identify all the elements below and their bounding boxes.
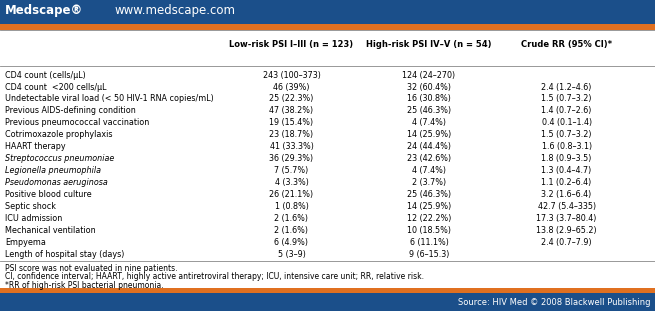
- Text: 4 (7.4%): 4 (7.4%): [412, 118, 446, 128]
- Text: Length of hospital stay (days): Length of hospital stay (days): [5, 250, 124, 259]
- Text: Previous AIDS-defining condition: Previous AIDS-defining condition: [5, 106, 136, 115]
- Text: 32 (60.4%): 32 (60.4%): [407, 82, 451, 91]
- Text: 41 (33.3%): 41 (33.3%): [270, 142, 313, 151]
- Text: 2.4 (0.7–7.9): 2.4 (0.7–7.9): [541, 238, 592, 247]
- Text: High-risk PSI IV–V (n = 54): High-risk PSI IV–V (n = 54): [366, 40, 492, 49]
- Text: Septic shock: Septic shock: [5, 202, 56, 211]
- Text: 25 (46.3%): 25 (46.3%): [407, 106, 451, 115]
- Text: 25 (22.3%): 25 (22.3%): [269, 95, 314, 104]
- Text: 1.3 (0.4–4.7): 1.3 (0.4–4.7): [542, 166, 591, 175]
- Text: 9 (6–15.3): 9 (6–15.3): [409, 250, 449, 259]
- Text: ICU admission: ICU admission: [5, 214, 62, 223]
- Text: 7 (5.7%): 7 (5.7%): [274, 166, 309, 175]
- Text: *RR of high-risk PSI bacterial pneumonia.: *RR of high-risk PSI bacterial pneumonia…: [5, 281, 164, 290]
- Bar: [0, 288, 655, 293]
- Text: 42.7 (5.4–335): 42.7 (5.4–335): [538, 202, 595, 211]
- Text: Pseudomonas aeruginosa: Pseudomonas aeruginosa: [5, 178, 108, 187]
- Text: 4 (3.3%): 4 (3.3%): [274, 178, 309, 187]
- Text: Crude RR (95% CI)*: Crude RR (95% CI)*: [521, 40, 612, 49]
- Text: 6 (4.9%): 6 (4.9%): [274, 238, 309, 247]
- Text: 3.2 (1.6–6.4): 3.2 (1.6–6.4): [542, 190, 591, 199]
- Text: Source: HIV Med © 2008 Blackwell Publishing: Source: HIV Med © 2008 Blackwell Publish…: [458, 298, 650, 307]
- Text: 14 (25.9%): 14 (25.9%): [407, 130, 451, 139]
- Text: 13.8 (2.9–65.2): 13.8 (2.9–65.2): [536, 226, 597, 235]
- Text: 5 (3–9): 5 (3–9): [278, 250, 305, 259]
- Text: HAART therapy: HAART therapy: [5, 142, 66, 151]
- Text: Undetectable viral load (< 50 HIV-1 RNA copies/mL): Undetectable viral load (< 50 HIV-1 RNA …: [5, 95, 214, 104]
- Text: 2.4 (1.2–4.6): 2.4 (1.2–4.6): [542, 82, 591, 91]
- Text: Low-risk PSI I–III (n = 123): Low-risk PSI I–III (n = 123): [229, 40, 354, 49]
- Text: 6 (11.1%): 6 (11.1%): [409, 238, 449, 247]
- Text: www.medscape.com: www.medscape.com: [115, 4, 236, 17]
- Text: 1.4 (0.7–2.6): 1.4 (0.7–2.6): [542, 106, 591, 115]
- Text: 1.5 (0.7–3.2): 1.5 (0.7–3.2): [541, 95, 592, 104]
- Text: Cotrimoxazole prophylaxis: Cotrimoxazole prophylaxis: [5, 130, 113, 139]
- Text: CI, confidence interval; HAART, highly active antiretroviral therapy; ICU, inten: CI, confidence interval; HAART, highly a…: [5, 272, 424, 281]
- Text: 47 (38.2%): 47 (38.2%): [269, 106, 314, 115]
- Bar: [0, 0, 655, 30]
- Text: 26 (21.1%): 26 (21.1%): [269, 190, 314, 199]
- Text: Empyema: Empyema: [5, 238, 46, 247]
- Text: 46 (39%): 46 (39%): [273, 82, 310, 91]
- Text: 2 (3.7%): 2 (3.7%): [412, 178, 446, 187]
- Text: 4 (7.4%): 4 (7.4%): [412, 166, 446, 175]
- Text: Mechanical ventilation: Mechanical ventilation: [5, 226, 96, 235]
- Bar: [0, 288, 655, 311]
- Text: 25 (46.3%): 25 (46.3%): [407, 190, 451, 199]
- Text: Streptococcus pneumoniae: Streptococcus pneumoniae: [5, 154, 115, 163]
- Text: 16 (30.8%): 16 (30.8%): [407, 95, 451, 104]
- Text: Positive blood culture: Positive blood culture: [5, 190, 92, 199]
- Text: 2 (1.6%): 2 (1.6%): [274, 214, 309, 223]
- Text: 23 (18.7%): 23 (18.7%): [269, 130, 314, 139]
- Text: 19 (15.4%): 19 (15.4%): [269, 118, 314, 128]
- Text: 14 (25.9%): 14 (25.9%): [407, 202, 451, 211]
- Text: 12 (22.2%): 12 (22.2%): [407, 214, 451, 223]
- Text: Previous pneumococcal vaccination: Previous pneumococcal vaccination: [5, 118, 149, 128]
- Text: 36 (29.3%): 36 (29.3%): [269, 154, 314, 163]
- Text: 23 (42.6%): 23 (42.6%): [407, 154, 451, 163]
- Text: PSI score was not evaluated in nine patients.: PSI score was not evaluated in nine pati…: [5, 264, 178, 272]
- Text: 1.1 (0.2–6.4): 1.1 (0.2–6.4): [542, 178, 591, 187]
- Text: 1.8 (0.9–3.5): 1.8 (0.9–3.5): [542, 154, 591, 163]
- Text: CD4 count (cells/μL): CD4 count (cells/μL): [5, 71, 86, 80]
- Text: 1 (0.8%): 1 (0.8%): [274, 202, 309, 211]
- Text: 1.5 (0.7–3.2): 1.5 (0.7–3.2): [541, 130, 592, 139]
- Text: 0.4 (0.1–1.4): 0.4 (0.1–1.4): [542, 118, 591, 128]
- Text: CD4 count  <200 cells/μL: CD4 count <200 cells/μL: [5, 82, 107, 91]
- Text: 1.6 (0.8–3.1): 1.6 (0.8–3.1): [542, 142, 591, 151]
- Text: 124 (24–270): 124 (24–270): [402, 71, 456, 80]
- Text: 2 (1.6%): 2 (1.6%): [274, 226, 309, 235]
- Bar: [0, 24, 655, 30]
- Text: 17.3 (3.7–80.4): 17.3 (3.7–80.4): [536, 214, 597, 223]
- Text: 10 (18.5%): 10 (18.5%): [407, 226, 451, 235]
- Text: Legionella pneumophila: Legionella pneumophila: [5, 166, 102, 175]
- Text: 24 (44.4%): 24 (44.4%): [407, 142, 451, 151]
- Text: Medscape®: Medscape®: [5, 4, 83, 17]
- Text: 243 (100–373): 243 (100–373): [263, 71, 320, 80]
